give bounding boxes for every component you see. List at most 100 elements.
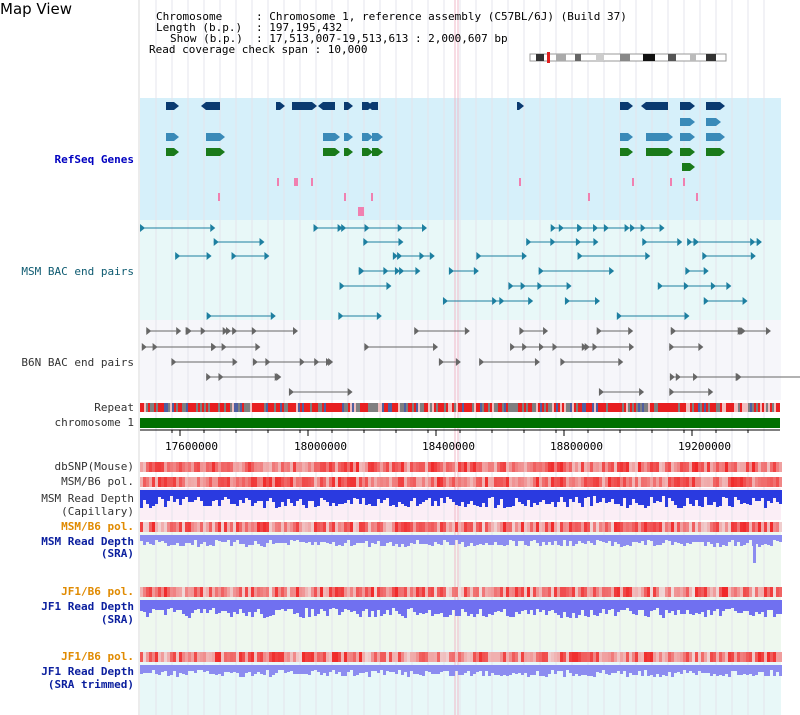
read-depth-bar	[626, 490, 629, 508]
polymorphism-cell	[368, 652, 371, 662]
read-depth-bar	[401, 665, 404, 675]
polymorphism-cell	[596, 462, 599, 472]
polymorphism-cell	[248, 462, 251, 472]
read-depth-bar	[476, 535, 479, 545]
gene-arrow-icon	[690, 133, 695, 141]
read-depth-bar	[473, 665, 476, 674]
repeat-segment	[368, 403, 370, 412]
read-depth-bar	[740, 665, 743, 675]
read-depth-bar	[665, 665, 668, 676]
repeat-segment	[402, 403, 404, 412]
read-depth-bar	[530, 600, 533, 610]
track-label-msm-b6-pol-2[interactable]: MSM/B6 pol.	[61, 520, 134, 533]
read-depth-bar	[626, 600, 629, 608]
track-label-msm-depth-sra[interactable]: MSM Read Depth	[41, 535, 134, 548]
read-depth-bar	[602, 665, 605, 670]
polymorphism-cell	[203, 477, 206, 487]
polymorphism-cell	[254, 477, 257, 487]
track-label-b6n-bac[interactable]: B6N BAC end pairs	[21, 356, 134, 369]
polymorphism-cell	[764, 652, 767, 662]
polymorphism-cell	[695, 522, 698, 532]
read-depth-bar	[314, 600, 317, 616]
read-depth-bar	[593, 600, 596, 615]
track-label-jf1-b6-pol-2[interactable]: JF1/B6 pol.	[61, 650, 134, 663]
read-depth-bar	[302, 665, 305, 674]
track-label-msm-b6-pol-1[interactable]: MSM/B6 pol.	[61, 475, 134, 488]
polymorphism-cell	[329, 587, 332, 597]
polymorphism-cell	[725, 522, 728, 532]
repeat-segment	[302, 403, 304, 412]
repeat-segment	[672, 403, 674, 412]
track-label-chromosome[interactable]: chromosome 1	[54, 416, 134, 429]
polymorphism-cell	[242, 587, 245, 597]
polymorphism-cell	[518, 477, 521, 487]
read-depth-bar	[383, 600, 386, 614]
read-depth-bar	[362, 600, 365, 611]
read-depth-bar	[770, 665, 773, 670]
track-label-dbsnp[interactable]: dbSNP(Mouse)	[54, 460, 134, 473]
polymorphism-cell	[227, 462, 230, 472]
read-depth-bar	[290, 600, 293, 609]
read-depth-bar	[536, 600, 539, 609]
polymorphism-cell	[476, 462, 479, 472]
track-label-msm-bac[interactable]: MSM BAC end pairs	[21, 265, 134, 278]
repeat-segment	[574, 403, 576, 412]
polymorphism-cell	[557, 652, 560, 662]
polymorphism-cell	[284, 652, 287, 662]
bac-end-icon	[538, 267, 544, 275]
track-label-repeat[interactable]: Repeat	[94, 401, 134, 414]
read-depth-bar	[308, 490, 311, 501]
repeat-segment	[618, 403, 620, 412]
read-depth-bar	[536, 665, 539, 671]
track-label-msm-depth-cap[interactable]: MSM Read Depth	[41, 492, 134, 505]
gene-arrow-icon	[690, 102, 695, 110]
read-depth-bar	[356, 665, 359, 675]
polymorphism-cell	[164, 477, 167, 487]
repeat-segment	[540, 403, 542, 412]
read-depth-bar	[392, 535, 395, 546]
read-depth-bar	[236, 535, 239, 540]
read-depth-bar	[566, 665, 569, 670]
gene-feature	[206, 148, 220, 156]
track-label-jf1-depth-sra[interactable]: JF1 Read Depth	[41, 600, 134, 613]
read-depth-bar	[620, 535, 623, 547]
polymorphism-cell	[392, 462, 395, 472]
polymorphism-cell	[584, 477, 587, 487]
polymorphism-cell	[260, 522, 263, 532]
track-label-jf1-depth-trim[interactable]: JF1 Read Depth	[41, 665, 134, 678]
repeat-segment	[690, 403, 692, 412]
read-depth-bar	[221, 665, 224, 676]
polymorphism-cell	[368, 477, 371, 487]
repeat-segment	[322, 403, 324, 412]
track-label-jf1-b6-pol-1[interactable]: JF1/B6 pol.	[61, 585, 134, 598]
repeat-segment	[744, 403, 746, 412]
read-depth-bar	[263, 665, 266, 675]
read-depth-bar	[599, 535, 602, 541]
polymorphism-cell	[290, 477, 293, 487]
read-depth-bar	[680, 600, 683, 614]
polymorphism-cell	[395, 587, 398, 597]
polymorphism-cell	[452, 587, 455, 597]
track-label-refseq[interactable]: RefSeq Genes	[54, 153, 134, 166]
repeat-segment	[458, 403, 460, 412]
polymorphism-cell	[773, 587, 776, 597]
read-depth-bar	[284, 490, 287, 506]
read-depth-bar	[458, 665, 461, 675]
polymorphism-cell	[317, 477, 320, 487]
read-depth-bar	[584, 600, 587, 616]
read-depth-bar	[500, 490, 503, 499]
read-depth-bar	[548, 490, 551, 504]
repeat-segment	[726, 403, 728, 412]
repeat-segment	[376, 403, 378, 412]
repeat-segment	[306, 403, 308, 412]
polymorphism-cell	[362, 462, 365, 472]
repeat-segment	[346, 403, 348, 412]
repeat-segment	[542, 403, 544, 412]
polymorphism-cell	[533, 522, 536, 532]
repeat-segment	[316, 403, 318, 412]
polymorphism-cell	[707, 652, 710, 662]
gene-feature	[646, 133, 668, 141]
polymorphism-cell	[647, 587, 650, 597]
read-depth-bar	[269, 535, 272, 540]
read-depth-bar	[227, 490, 230, 499]
